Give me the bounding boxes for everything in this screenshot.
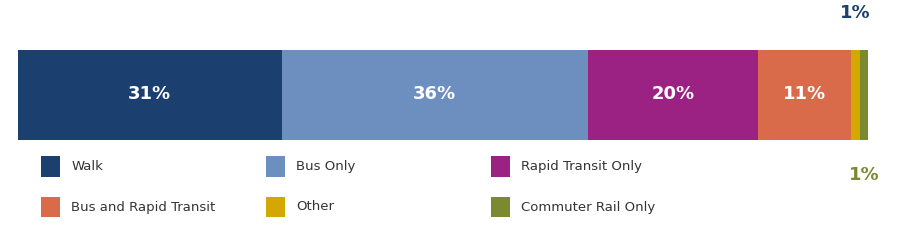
Text: 1%: 1% — [849, 166, 879, 184]
Text: Bus and Rapid Transit: Bus and Rapid Transit — [71, 200, 215, 214]
Bar — [588, 50, 758, 140]
Bar — [282, 50, 588, 140]
Text: 20%: 20% — [652, 86, 695, 104]
Bar — [851, 50, 860, 140]
Bar — [40, 197, 60, 217]
Bar — [860, 50, 868, 140]
Bar — [40, 156, 60, 177]
Text: 11%: 11% — [783, 86, 826, 104]
Bar — [491, 156, 510, 177]
Text: 36%: 36% — [413, 86, 456, 104]
Bar — [491, 197, 510, 217]
Text: Rapid Transit Only: Rapid Transit Only — [521, 160, 642, 173]
Text: 31%: 31% — [129, 86, 171, 104]
Text: Other: Other — [296, 200, 334, 214]
Bar — [18, 50, 282, 140]
Text: 1%: 1% — [841, 4, 871, 22]
Bar — [758, 50, 851, 140]
Text: Commuter Rail Only: Commuter Rail Only — [521, 200, 655, 214]
Bar — [266, 197, 285, 217]
Bar — [266, 156, 285, 177]
Text: Bus Only: Bus Only — [296, 160, 356, 173]
Text: Walk: Walk — [71, 160, 103, 173]
